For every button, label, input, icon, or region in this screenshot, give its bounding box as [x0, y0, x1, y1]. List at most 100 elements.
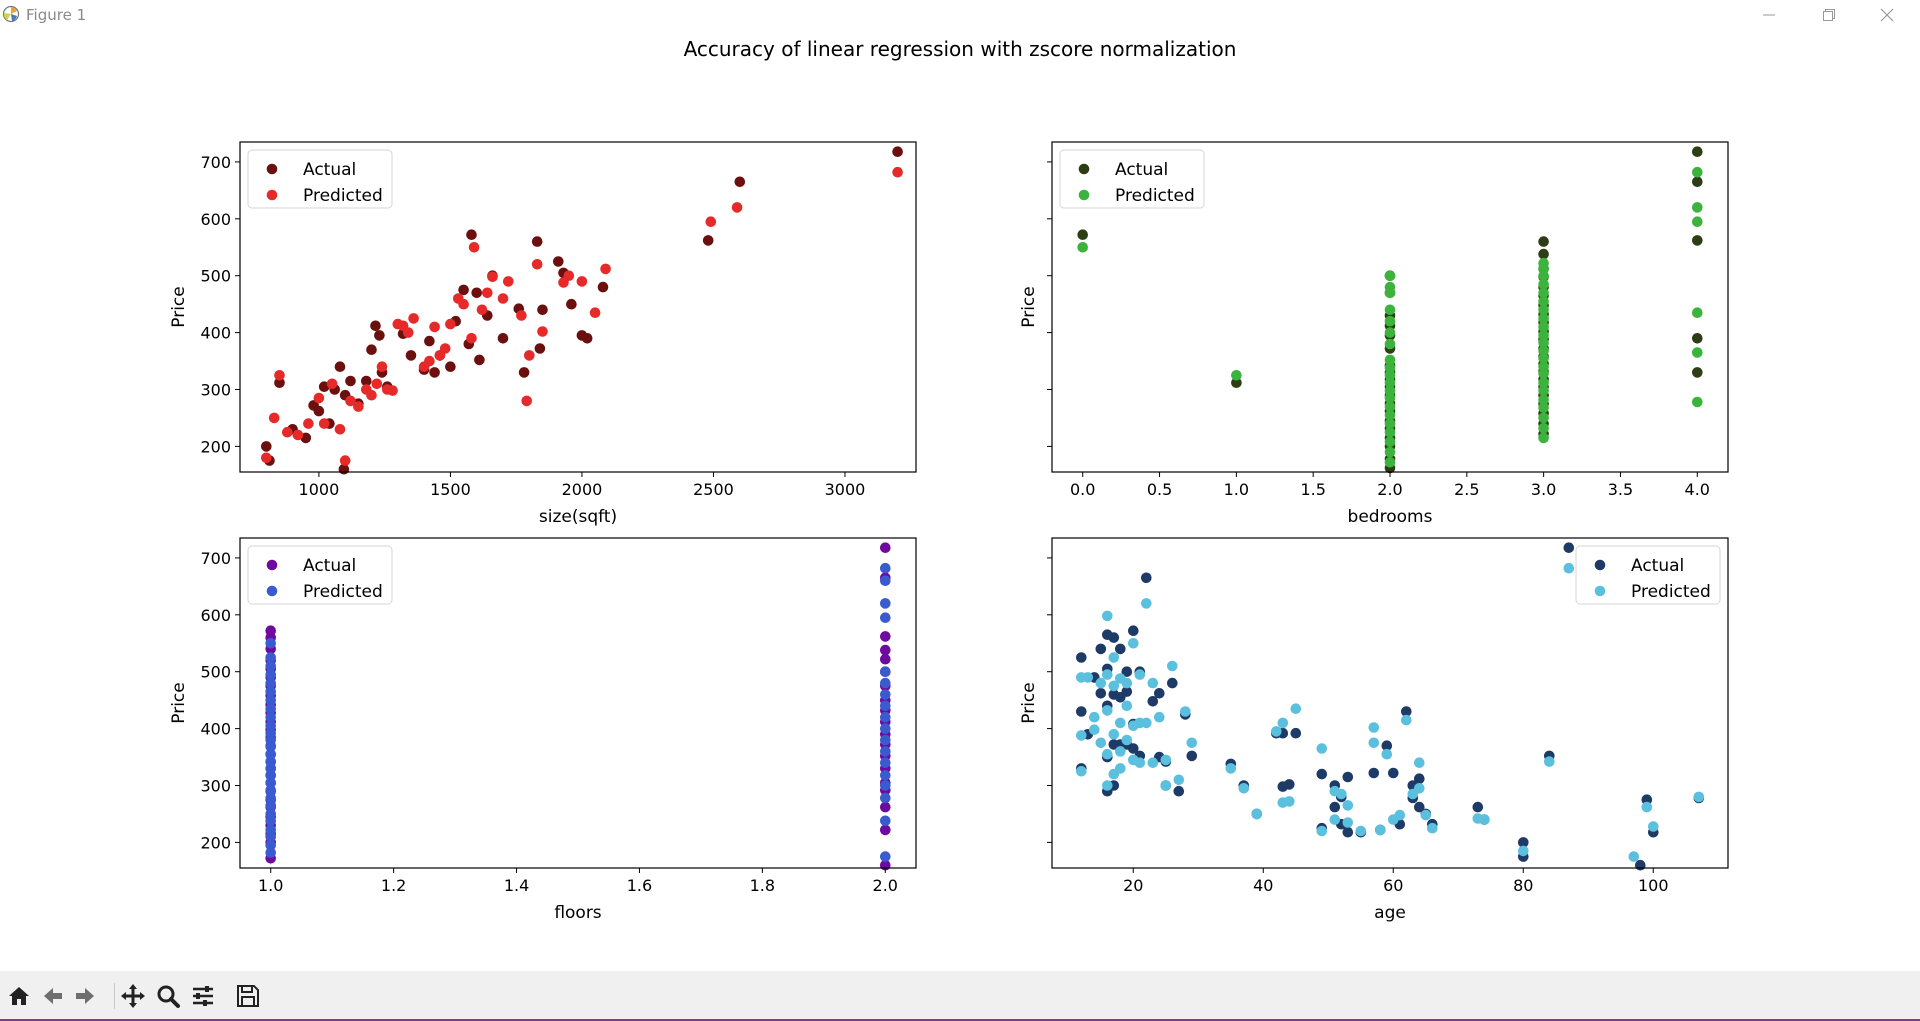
x-axis-label: bedrooms [1348, 507, 1433, 527]
data-point [476, 304, 488, 316]
data-point [265, 777, 277, 788]
zoom-button[interactable] [153, 981, 183, 1011]
subplots-grid: 1000 1500 2000 2500 3000 200 300 400 500 600 700 si… [169, 141, 1729, 923]
data-point [345, 375, 356, 387]
data-point [1108, 632, 1120, 643]
home-button[interactable] [4, 981, 34, 1011]
data-point [1518, 837, 1529, 848]
legend-marker [1594, 585, 1606, 597]
data-point [1472, 801, 1484, 813]
data-point [880, 792, 891, 804]
data-point [265, 808, 277, 820]
y-axis-label: Price [1019, 286, 1039, 327]
data-point [531, 236, 543, 247]
data-point [1160, 754, 1172, 766]
data-point [345, 395, 356, 407]
x-axis-label: size(sqft) [539, 507, 617, 527]
data-point [1290, 727, 1302, 739]
data-point [1134, 757, 1146, 768]
data-point [1128, 625, 1139, 636]
series-predicted [1076, 562, 1705, 862]
data-point [1538, 412, 1549, 424]
data-point [880, 723, 891, 734]
data-point [1692, 396, 1703, 408]
data-point [1641, 794, 1653, 805]
data-point [503, 276, 514, 287]
x-tick-label: 3.5 [1608, 480, 1633, 499]
data-point [1384, 281, 1396, 293]
data-point [1076, 652, 1087, 663]
data-point [1108, 680, 1120, 692]
data-point [1641, 801, 1653, 813]
data-point [268, 412, 280, 424]
x-tick-label: 1.6 [627, 876, 652, 895]
data-point [1077, 242, 1088, 253]
data-point [1102, 669, 1113, 680]
data-point [1108, 729, 1120, 740]
legend-label: Actual [1115, 160, 1168, 180]
close-icon [1880, 8, 1894, 22]
data-point [265, 727, 277, 739]
data-point [1284, 779, 1295, 790]
data-point [1316, 768, 1328, 780]
toolbar-separator [114, 983, 115, 1009]
save-button[interactable] [233, 981, 263, 1011]
data-point [1180, 706, 1191, 717]
data-point [1141, 598, 1152, 609]
minimize-button[interactable] [1746, 0, 1792, 30]
legend-label: Predicted [1631, 582, 1711, 602]
legend-marker [1078, 189, 1090, 201]
data-point [482, 287, 493, 299]
data-point [334, 361, 346, 373]
data-point [1290, 703, 1302, 714]
x-tick-label: 1.5 [1300, 480, 1325, 499]
series-predicted [265, 562, 891, 862]
data-point [1427, 822, 1438, 834]
data-point [261, 441, 272, 452]
pan-button[interactable] [118, 981, 148, 1011]
data-point [326, 378, 338, 390]
legend-marker [266, 189, 278, 201]
data-point [1384, 362, 1396, 374]
data-point [1271, 726, 1282, 737]
data-point [1102, 780, 1113, 791]
data-point [1173, 785, 1185, 797]
data-point [1394, 809, 1406, 821]
data-point [1095, 643, 1107, 655]
forward-button[interactable] [70, 981, 100, 1011]
legend-label: Predicted [303, 582, 383, 602]
data-point [1538, 337, 1549, 349]
back-button[interactable] [38, 981, 68, 1011]
data-point [1147, 677, 1159, 689]
data-point [313, 392, 325, 404]
close-button[interactable] [1864, 0, 1910, 30]
data-point [274, 377, 285, 389]
data-point [1115, 763, 1126, 774]
data-point [1121, 686, 1133, 697]
data-point [1538, 385, 1549, 396]
configure-subplots-button[interactable] [188, 981, 218, 1011]
legend-label: Predicted [303, 186, 383, 206]
data-point [361, 375, 372, 387]
data-point [589, 307, 601, 319]
data-point [1384, 436, 1396, 448]
data-point [458, 298, 469, 310]
x-axis-label: floors [554, 903, 601, 923]
data-point [313, 405, 325, 417]
data-point [1414, 801, 1425, 813]
data-point [1277, 717, 1289, 729]
x-tick-label: 2500 [693, 480, 734, 499]
data-point [563, 270, 575, 281]
data-point [1329, 801, 1341, 813]
data-point [1384, 270, 1396, 281]
data-point [1284, 796, 1295, 807]
data-point [1563, 542, 1575, 553]
data-point [1225, 763, 1237, 774]
restore-button[interactable] [1806, 0, 1852, 30]
window-bottom-border [0, 1019, 1920, 1021]
data-point [265, 669, 277, 680]
legend-box [1575, 545, 1721, 605]
x-tick-label: 1.0 [258, 876, 283, 895]
data-point [1538, 313, 1549, 324]
data-point [1692, 176, 1703, 188]
